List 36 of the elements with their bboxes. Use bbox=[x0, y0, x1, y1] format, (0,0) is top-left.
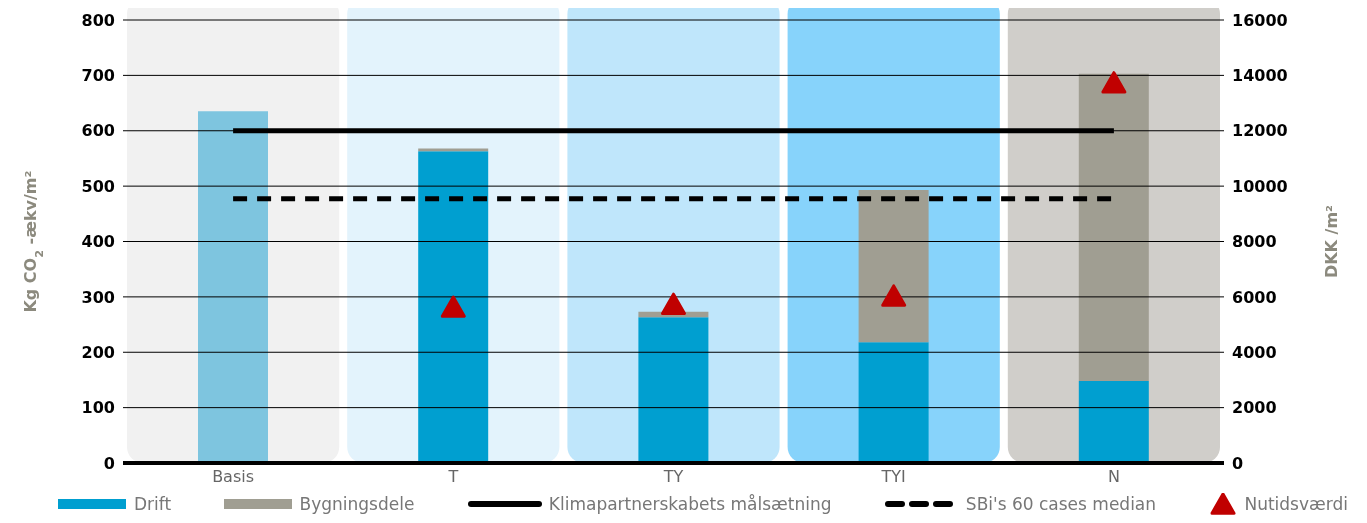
x-tick-label: TYI bbox=[880, 467, 906, 487]
legend-label: Drift bbox=[134, 494, 172, 514]
y2-tick-label: 0 bbox=[1232, 453, 1244, 473]
y2-tick-label: 12000 bbox=[1232, 121, 1288, 141]
x-tick-label: T bbox=[447, 467, 459, 487]
legend-label: SBi's 60 cases median bbox=[965, 494, 1157, 514]
bar bbox=[858, 190, 929, 343]
y2-tick-label: 10000 bbox=[1232, 176, 1288, 196]
x-tick-label: N bbox=[1107, 467, 1120, 487]
legend-label: Bygningsdele bbox=[299, 494, 415, 514]
bar bbox=[1078, 73, 1149, 382]
y-tick-label: 300 bbox=[81, 287, 115, 307]
bar bbox=[418, 148, 489, 152]
y2-axis-title: DKK /m² bbox=[1322, 204, 1341, 279]
x-tick-label: Basis bbox=[212, 467, 255, 487]
y-tick-label: 400 bbox=[81, 232, 115, 252]
bar bbox=[858, 342, 929, 463]
y-tick-label: 700 bbox=[81, 66, 115, 86]
legend-label: Klimapartnerskabets målsætning bbox=[548, 494, 832, 514]
y-tick-label: 600 bbox=[81, 121, 115, 141]
y-tick-label: 0 bbox=[103, 453, 115, 473]
y2-tick-label: 2000 bbox=[1232, 398, 1277, 418]
bar bbox=[1078, 381, 1149, 463]
y2-tick-label: 16000 bbox=[1232, 10, 1288, 30]
y-tick-label: 800 bbox=[81, 10, 115, 30]
x-tick-label: TY bbox=[662, 467, 684, 487]
bar bbox=[418, 151, 489, 463]
y-tick-label: 200 bbox=[81, 342, 115, 362]
legend-label: Nutidsværdi bbox=[1244, 494, 1348, 514]
y-tick-label: 500 bbox=[81, 176, 115, 196]
y2-tick-label: 14000 bbox=[1232, 66, 1288, 86]
bar bbox=[638, 317, 709, 463]
y-tick-label: 100 bbox=[81, 398, 115, 418]
y2-tick-label: 6000 bbox=[1232, 287, 1277, 307]
y2-tick-label: 8000 bbox=[1232, 232, 1277, 252]
y2-tick-label: 4000 bbox=[1232, 342, 1277, 362]
